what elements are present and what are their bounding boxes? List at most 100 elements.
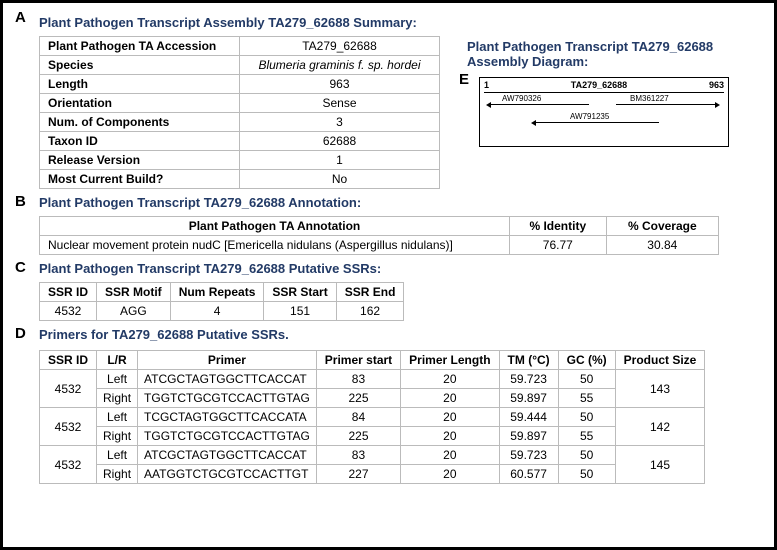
summary-key: Plant Pathogen TA Accession (40, 37, 240, 56)
primer-length: 20 (401, 389, 499, 408)
primer-tm: 59.723 (499, 370, 558, 389)
annot-header-desc: Plant Pathogen TA Annotation (40, 217, 510, 236)
section-title-annotation: Plant Pathogen Transcript TA279_62688 An… (39, 195, 760, 210)
diagram-arrow-label: BM361227 (630, 94, 669, 103)
primer-length: 20 (401, 465, 499, 484)
primer-length: 20 (401, 408, 499, 427)
ssr-header-end: SSR End (336, 283, 404, 302)
primer-header: GC (%) (558, 351, 615, 370)
primer-ssr-id: 4532 (40, 370, 97, 408)
primer-gc: 50 (558, 370, 615, 389)
panel-label-c: C (15, 259, 26, 276)
annot-header-coverage: % Coverage (606, 217, 718, 236)
primer-ssr-id: 4532 (40, 446, 97, 484)
summary-value: Blumeria graminis f. sp. hordei (240, 56, 440, 75)
primer-seq: AATGGTCTGCGTCCACTTGT (138, 465, 317, 484)
primer-gc: 50 (558, 408, 615, 427)
primer-side: Left (97, 446, 138, 465)
primer-side: Left (97, 408, 138, 427)
diagram-arrow (490, 104, 589, 105)
summary-value: TA279_62688 (240, 37, 440, 56)
section-title-primers: Primers for TA279_62688 Putative SSRs. (39, 327, 760, 342)
summary-key: Species (40, 56, 240, 75)
primer-seq: TCGCTAGTGGCTTCACCATA (138, 408, 317, 427)
ssr-start: 151 (264, 302, 336, 321)
annot-desc: Nuclear movement protein nudC [Emericell… (40, 236, 510, 255)
summary-key: Taxon ID (40, 132, 240, 151)
annot-coverage: 30.84 (606, 236, 718, 255)
primer-tm: 59.723 (499, 446, 558, 465)
ssr-table: SSR ID SSR Motif Num Repeats SSR Start S… (39, 282, 404, 321)
primer-header: Primer (138, 351, 317, 370)
diagram-start: 1 (484, 80, 489, 90)
ssr-header-start: SSR Start (264, 283, 336, 302)
primer-tm: 60.577 (499, 465, 558, 484)
summary-key: Length (40, 75, 240, 94)
ssr-header-id: SSR ID (40, 283, 97, 302)
primer-gc: 55 (558, 427, 615, 446)
summary-value: 62688 (240, 132, 440, 151)
primer-length: 20 (401, 446, 499, 465)
ssr-header-motif: SSR Motif (97, 283, 171, 302)
primer-tm: 59.897 (499, 389, 558, 408)
ssr-end: 162 (336, 302, 404, 321)
primer-header: Product Size (615, 351, 705, 370)
ssr-header-repeats: Num Repeats (170, 283, 264, 302)
primer-start: 225 (316, 427, 400, 446)
primer-header: TM (°C) (499, 351, 558, 370)
summary-key: Release Version (40, 151, 240, 170)
summary-table: Plant Pathogen TA AccessionTA279_62688Sp… (39, 36, 440, 189)
primer-header: SSR ID (40, 351, 97, 370)
diagram-arrow (616, 104, 715, 105)
primer-product-size: 143 (615, 370, 705, 408)
primer-side: Right (97, 389, 138, 408)
ssr-repeats: 4 (170, 302, 264, 321)
panel-label-e: E (459, 71, 469, 88)
primer-start: 225 (316, 389, 400, 408)
primer-product-size: 142 (615, 408, 705, 446)
summary-value: 1 (240, 151, 440, 170)
section-title-diagram: Plant Pathogen Transcript TA279_62688 As… (467, 39, 760, 69)
primer-header: Primer start (316, 351, 400, 370)
diagram-arrow-label: AW790326 (502, 94, 541, 103)
ssr-motif: AGG (97, 302, 171, 321)
primer-length: 20 (401, 427, 499, 446)
summary-value: Sense (240, 94, 440, 113)
primer-start: 227 (316, 465, 400, 484)
primer-side: Left (97, 370, 138, 389)
primer-header: L/R (97, 351, 138, 370)
primer-gc: 55 (558, 389, 615, 408)
primer-gc: 50 (558, 465, 615, 484)
primer-seq: TGGTCTGCGTCCACTTGTAG (138, 389, 317, 408)
primer-seq: ATCGCTAGTGGCTTCACCAT (138, 446, 317, 465)
primer-tm: 59.444 (499, 408, 558, 427)
panel-label-b: B (15, 193, 26, 210)
ssr-id: 4532 (40, 302, 97, 321)
primer-table: SSR IDL/RPrimerPrimer startPrimer Length… (39, 350, 705, 484)
panel-label-d: D (15, 325, 26, 342)
primer-start: 83 (316, 370, 400, 389)
section-title-ssrs: Plant Pathogen Transcript TA279_62688 Pu… (39, 261, 760, 276)
primer-length: 20 (401, 370, 499, 389)
summary-value: No (240, 170, 440, 189)
primer-side: Right (97, 427, 138, 446)
diagram-arrow (535, 122, 659, 123)
annotation-table: Plant Pathogen TA Annotation % Identity … (39, 216, 719, 255)
panel-label-a: A (15, 9, 26, 26)
primer-ssr-id: 4532 (40, 408, 97, 446)
assembly-diagram: 1 TA279_62688 963 AW790326BM361227AW7912… (479, 77, 729, 147)
summary-value: 963 (240, 75, 440, 94)
summary-value: 3 (240, 113, 440, 132)
primer-start: 84 (316, 408, 400, 427)
primer-seq: ATCGCTAGTGGCTTCACCAT (138, 370, 317, 389)
annot-header-identity: % Identity (510, 217, 607, 236)
summary-key: Most Current Build? (40, 170, 240, 189)
primer-gc: 50 (558, 446, 615, 465)
primer-product-size: 145 (615, 446, 705, 484)
summary-key: Orientation (40, 94, 240, 113)
section-title-summary: Plant Pathogen Transcript Assembly TA279… (39, 15, 447, 30)
primer-header: Primer Length (401, 351, 499, 370)
annot-identity: 76.77 (510, 236, 607, 255)
summary-key: Num. of Components (40, 113, 240, 132)
diagram-arrow-label: AW791235 (570, 112, 609, 121)
